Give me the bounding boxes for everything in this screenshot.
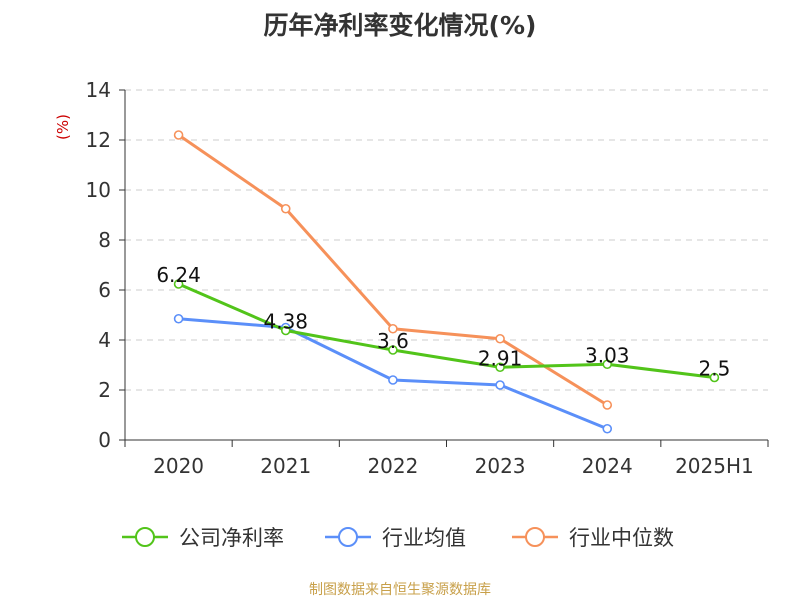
y-tick-label: 12 xyxy=(86,128,111,152)
y-tick-label: 8 xyxy=(98,228,111,252)
x-tick-label: 2022 xyxy=(367,454,418,478)
x-tick-label: 2023 xyxy=(475,454,526,478)
legend-label: 公司净利率 xyxy=(179,526,284,550)
legend-label: 行业均值 xyxy=(382,526,466,550)
y-tick-label: 14 xyxy=(86,78,111,102)
data-label: 6.24 xyxy=(156,263,201,287)
legend-marker xyxy=(525,527,545,547)
data-point xyxy=(173,279,184,289)
y-tick-label: 6 xyxy=(98,278,111,302)
data-point xyxy=(388,375,398,385)
axes: 0 2 4 6 8 10 12 14 2020 2021 2022 2023 2024 2025H1 (%) xyxy=(54,78,769,478)
data-point xyxy=(388,323,398,334)
y-tick-label: 4 xyxy=(98,328,111,352)
legend-marker xyxy=(135,527,155,547)
source-note: 制图数据来自恒生聚源数据库 xyxy=(309,582,491,598)
data-point xyxy=(173,313,184,324)
y-axis-label: (%) xyxy=(54,114,72,140)
legend: 公司净利率 行业均值 行业中位数 xyxy=(122,526,674,550)
data-point xyxy=(495,362,505,373)
series-lines xyxy=(173,130,720,434)
x-tick-label: 2020 xyxy=(153,454,204,478)
data-point xyxy=(602,400,613,410)
data-point xyxy=(495,380,505,390)
data-point xyxy=(602,423,613,434)
data-point xyxy=(280,325,291,336)
series-line xyxy=(177,282,715,379)
legend-label: 行业中位数 xyxy=(569,526,674,550)
y-tick-label: 10 xyxy=(86,178,111,202)
data-point xyxy=(709,372,720,383)
legend-marker xyxy=(338,527,358,547)
data-label: 4.38 xyxy=(263,310,308,334)
x-tick-label: 2021 xyxy=(260,454,311,478)
grid-lines xyxy=(125,89,768,391)
data-point xyxy=(602,359,613,370)
data-point xyxy=(280,203,291,214)
data-labels: 6.24 4.38 3.6 2.91 3.03 2.5 xyxy=(156,263,730,381)
data-point xyxy=(173,130,184,140)
y-tick-label: 2 xyxy=(98,378,111,402)
series-line xyxy=(177,133,609,407)
data-point xyxy=(495,333,505,344)
y-tick-label: 0 xyxy=(98,428,111,452)
data-point xyxy=(388,345,398,355)
data-label: 2.5 xyxy=(699,357,731,381)
data-label: 3.03 xyxy=(585,343,630,367)
x-tick-label: 2024 xyxy=(582,454,633,478)
chart-title: 历年净利率变化情况(%) xyxy=(263,11,537,40)
data-label: 2.91 xyxy=(478,346,523,370)
data-label: 3.6 xyxy=(377,329,409,353)
x-tick-label: 2025H1 xyxy=(675,454,754,478)
